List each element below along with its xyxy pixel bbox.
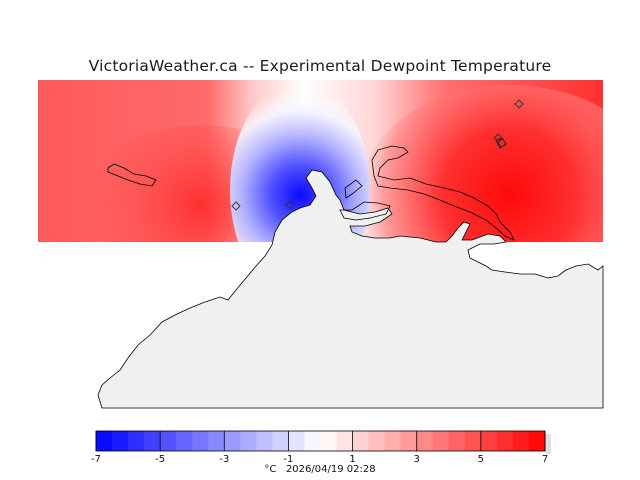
land-mass — [97, 169, 604, 409]
island-west — [107, 163, 157, 187]
island-small — [495, 137, 507, 149]
colorbar-cell — [128, 431, 145, 451]
colorbar-cell — [464, 431, 482, 451]
coastline-east — [371, 145, 515, 241]
station-marker[interactable] — [497, 138, 507, 148]
dewpoint-field — [38, 80, 603, 242]
colorbar-ticks — [95, 431, 546, 451]
colorbar-cell — [320, 431, 338, 451]
station-marker[interactable] — [514, 99, 524, 109]
coastline-inlet — [339, 179, 391, 221]
map-title: VictoriaWeather.ca -- Experimental Dewpo… — [88, 57, 552, 75]
station-marker[interactable] — [231, 201, 241, 211]
colorbar-cell — [144, 431, 161, 451]
colorbar-cell — [176, 431, 193, 451]
colorbar-timestamp: 2026/04/19 02:28 — [285, 464, 376, 475]
colorbar-cell — [272, 431, 289, 451]
colorbar-unit: °C — [264, 464, 277, 475]
colorbar-cell — [448, 431, 466, 451]
colorbar-tick-labels: -7 -5 -3 -1 1 3 5 7 — [91, 454, 548, 465]
colorbar-tick-label: 7 — [542, 454, 548, 465]
colorbar-cell — [256, 431, 273, 451]
station-marker[interactable] — [493, 133, 503, 143]
colorbar-cell — [192, 431, 209, 451]
colorbar-tick-label: -5 — [155, 454, 165, 465]
colorbar-cell — [224, 431, 241, 451]
colorbar-cell — [416, 431, 434, 451]
colorbar-cell — [384, 431, 402, 451]
colorbar-cell — [400, 431, 418, 451]
colorbar-cell — [96, 431, 113, 451]
colorbar-cell — [288, 431, 305, 451]
colorbar-cell — [432, 431, 450, 451]
dewpoint-map — [38, 80, 604, 409]
colorbar-tick-label: 5 — [478, 454, 484, 465]
colorbar-cell — [240, 431, 257, 451]
colorbar-cell — [208, 431, 225, 451]
colorbar-cell — [304, 431, 321, 451]
colorbar-tick-label: -7 — [91, 454, 101, 465]
colorbar-cell — [336, 431, 354, 451]
colorbar-cell — [160, 431, 177, 451]
colorbar-tick-label: 3 — [414, 454, 420, 465]
colorbar-cell — [528, 431, 546, 451]
colorbar-tick-label: -3 — [219, 454, 229, 465]
colorbar-cell — [352, 431, 370, 451]
station-marker[interactable] — [285, 200, 295, 210]
colorbar-tick-label: -1 — [283, 454, 293, 465]
colorbar-cell — [480, 431, 498, 451]
colorbar-shadow — [545, 434, 551, 454]
colorbar-cell — [368, 431, 386, 451]
colorbar-cells — [96, 431, 546, 451]
colorbar-footer: °C 2026/04/19 02:28 — [0, 464, 640, 475]
colorbar-cell — [496, 431, 514, 451]
colorbar-cell — [512, 431, 530, 451]
station-markers — [231, 99, 524, 211]
colorbar-cell — [112, 431, 129, 451]
colorbar-tick-label: 1 — [349, 454, 355, 465]
